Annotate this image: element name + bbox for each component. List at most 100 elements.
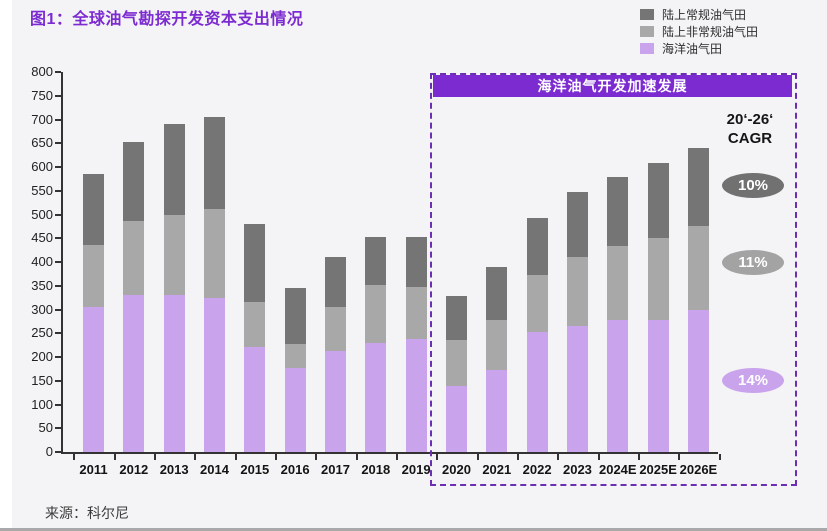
bar-segment [405, 287, 427, 340]
x-axis-tick [234, 454, 237, 460]
bar-segment [284, 367, 306, 452]
bar-segment [83, 307, 104, 452]
bar-segment [365, 342, 387, 452]
x-axis-label: 2021 [482, 462, 512, 477]
y-axis-tick-label: 200 [31, 349, 53, 364]
y-axis-tick [55, 71, 61, 73]
x-axis-label: 2019 [401, 462, 431, 477]
legend-label: 陆上常规油气田 [662, 7, 747, 22]
bar-segment [445, 385, 467, 452]
x-axis-label: 2022 [522, 462, 552, 477]
y-axis-tick-label: 150 [31, 372, 53, 388]
bar-segment [687, 148, 709, 227]
bar-segment [324, 257, 346, 308]
x-axis-tick [194, 454, 197, 460]
cagr-range: 20‘-26‘ [726, 111, 774, 128]
x-axis-label: 2012 [119, 462, 149, 477]
cagr-label: CAGR [727, 130, 773, 147]
bar-segment [526, 331, 548, 452]
bar-segment [607, 320, 629, 452]
x-axis-tick [637, 454, 640, 460]
bar-segment [163, 295, 185, 452]
left-margin [0, 0, 12, 531]
bar-segment [445, 340, 467, 386]
bar-segment [566, 191, 588, 258]
y-axis-tick-label: 800 [31, 64, 53, 79]
figure-title: 图1：全球油气勘探开发资本支出情况 [30, 11, 304, 28]
y-axis-tick [55, 427, 61, 430]
x-axis-tick [315, 454, 318, 460]
x-axis-label: 2024E [598, 462, 637, 477]
y-axis-line [61, 72, 63, 454]
bar-segment [284, 343, 306, 368]
x-axis-tick [516, 454, 519, 460]
y-axis-tick [55, 308, 61, 311]
x-axis-tick [476, 454, 479, 460]
bar-segment [203, 117, 225, 209]
y-axis-tick [55, 166, 61, 168]
x-axis-tick [274, 454, 277, 460]
legend-item: 海洋油气田 [640, 41, 758, 56]
bar-segment [244, 346, 266, 452]
x-axis-tick [355, 454, 358, 460]
y-axis-tick-label: 250 [31, 325, 53, 341]
x-axis-label: 2020 [442, 462, 471, 477]
y-axis-tick [55, 213, 61, 216]
y-axis-tick-label: 600 [31, 159, 53, 174]
x-axis-label: 2026E [679, 462, 718, 477]
bar-segment [123, 141, 145, 221]
x-axis-tick [73, 454, 76, 460]
x-axis-label: 2018 [361, 462, 391, 477]
legend-label: 陆上非常规油气田 [662, 24, 759, 39]
y-axis-tick [55, 379, 61, 382]
y-axis-tick-label: 350 [31, 277, 53, 293]
bar-segment [607, 176, 629, 247]
bar-segment [566, 257, 588, 327]
x-axis-label: 2025E [639, 462, 677, 477]
x-axis-label: 2015 [240, 462, 270, 477]
source-note: 来源：科尔尼 [45, 505, 129, 521]
bar-segment [486, 319, 508, 370]
y-axis-tick-label: 650 [31, 135, 53, 151]
bar-segment [486, 369, 508, 452]
x-axis-tick [113, 454, 116, 460]
y-axis-tick-label: 700 [31, 111, 53, 127]
bar-segment [203, 208, 225, 298]
y-axis-tick [55, 356, 61, 358]
highlight-banner: 海洋油气开发加速发展 [433, 75, 792, 97]
y-axis-tick-label: 500 [31, 206, 53, 222]
bar-segment [365, 237, 387, 285]
bar-segment [83, 245, 104, 308]
y-axis-tick-label: 400 [31, 254, 53, 269]
y-axis-tick-label: 100 [31, 396, 53, 412]
legend: 陆上常规油气田 陆上非常规油气田 海洋油气田 [640, 7, 759, 56]
x-axis-tick [436, 454, 439, 460]
bar-segment [566, 326, 588, 452]
y-axis-tick [55, 451, 61, 453]
bar-segment [123, 220, 145, 296]
x-axis-tick [395, 454, 398, 460]
bar-segment [607, 246, 629, 321]
plot-area: 0 50 100 150 200 250 300 350 400 450 500 550 600 650 7… [31, 65, 721, 477]
x-axis-tick [678, 454, 681, 460]
legend-swatch [640, 25, 654, 37]
cagr-heading: 20‘-26‘ CAGR [700, 110, 800, 148]
bar-segment [324, 307, 346, 352]
legend-label: 海洋油气田 [662, 41, 723, 56]
bar-segment [123, 295, 145, 452]
bar-segment [486, 266, 508, 320]
bar-segment [284, 288, 306, 344]
y-axis-tick-label: 450 [31, 230, 53, 246]
x-axis-label: 2017 [321, 462, 350, 477]
bar-segment [687, 309, 709, 452]
cagr-bubble-2: 14% [722, 368, 784, 393]
cagr-bubble-1: 11% [722, 250, 784, 275]
x-axis-label: 2011 [79, 462, 108, 477]
y-axis-tick-label: 300 [31, 301, 53, 317]
bar-segment [526, 217, 548, 275]
bar-segment [244, 302, 266, 347]
y-axis-tick-label: 50 [38, 420, 53, 436]
bar-segment [647, 238, 669, 320]
y-axis-tick [55, 332, 61, 335]
y-axis-tick [55, 118, 61, 121]
